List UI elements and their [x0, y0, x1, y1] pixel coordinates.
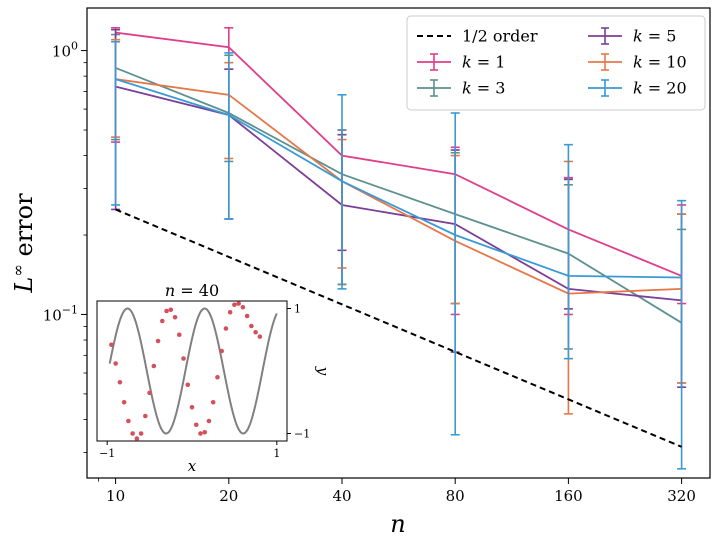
- y-tick-label: 10−1: [43, 303, 78, 324]
- inset-data-point: [147, 390, 152, 396]
- legend-entry-reference: 1/2 order: [417, 27, 538, 46]
- inset-data-point: [210, 399, 216, 405]
- inset-title: n = 40: [165, 281, 219, 300]
- inset-data-point: [253, 329, 258, 335]
- inset-plot: n = 40 x y −1 1 1 −1: [96, 281, 332, 475]
- series-line: [115, 85, 682, 302]
- inset-data-point: [249, 323, 254, 329]
- inset-data-point: [134, 436, 140, 441]
- inset-data-point: [109, 342, 114, 348]
- inset-data-point: [113, 361, 118, 366]
- inset-data-point: [227, 309, 233, 315]
- x-tick-label: 40: [332, 487, 351, 505]
- series-line: [115, 78, 682, 279]
- inset-data-point: [155, 338, 161, 344]
- y-tick-label: 100: [52, 40, 78, 61]
- inset-data-point: [202, 429, 208, 435]
- legend-label: k = 20: [633, 79, 687, 98]
- inset-y-tick-label: 1: [294, 303, 301, 316]
- x-tick-label: 20: [219, 487, 238, 505]
- legend-entry-k-1: k = 1: [417, 53, 505, 72]
- x-tick-label: 160: [554, 487, 583, 505]
- inset-data-point: [117, 379, 123, 385]
- reference-half-order-line: [115, 208, 682, 448]
- x-axis-label: n: [390, 510, 405, 538]
- legend-label: 1/2 order: [462, 27, 538, 46]
- x-tick-label: 320: [667, 487, 696, 505]
- inset-data-point: [138, 431, 144, 436]
- legend-entry-k-3: k = 3: [417, 79, 505, 98]
- inset-x-tick-label: 1: [273, 447, 280, 460]
- inset-data-point: [121, 399, 127, 405]
- legend-entry-k-20: k = 20: [588, 79, 687, 98]
- inset-data-point: [236, 301, 241, 306]
- x-tick-label: 80: [446, 487, 465, 505]
- legend-label: k = 5: [633, 27, 676, 46]
- legend-entry-k-10: k = 10: [588, 53, 687, 72]
- inset-data-point: [198, 431, 203, 436]
- legend: 1/2 order k = 1 k = 3 k = 5 k = 10 k = 20: [406, 15, 706, 111]
- inset-data-point: [168, 307, 174, 313]
- series-line: [115, 67, 683, 324]
- series-line: [115, 31, 682, 277]
- inset-x-label: x: [188, 457, 197, 475]
- inset-data-point: [130, 431, 135, 436]
- inset-x-tick-label: −1: [99, 447, 115, 460]
- inset-data-point: [232, 302, 237, 308]
- inset-data-point: [206, 418, 212, 424]
- y-axis-label: L∞ error: [9, 193, 38, 294]
- inset-data-point: [189, 404, 195, 410]
- main-axis-ticks: 10 20 40 80 160 320 10−1 100: [43, 40, 696, 505]
- inset-data-point: [143, 413, 148, 419]
- inset-data-point: [244, 313, 250, 319]
- inset-data-point: [181, 356, 186, 361]
- legend-label: k = 1: [462, 53, 505, 72]
- inset-data-point: [151, 363, 157, 369]
- main-plot-frame: [86, 7, 711, 479]
- inset-data-point: [257, 334, 263, 339]
- series-line: [115, 78, 682, 295]
- inset-data-point: [240, 304, 246, 310]
- legend-label: k = 3: [462, 79, 505, 98]
- inset-y-tick-label: −1: [294, 428, 310, 441]
- series-k-20: [111, 40, 687, 470]
- x-tick-label: 10: [106, 487, 125, 505]
- legend-box: [406, 15, 706, 111]
- legend-label: k = 10: [633, 53, 687, 72]
- inset-data-point: [193, 422, 199, 428]
- inset-data-point: [215, 374, 220, 380]
- inset-data-point: [126, 418, 131, 424]
- inset-background: [97, 301, 287, 441]
- inset-data-point: [164, 308, 169, 314]
- inset-data-point: [185, 382, 191, 388]
- inset-y-label: y: [314, 366, 332, 376]
- inset-data-point: [219, 348, 224, 354]
- legend-entry-k-5: k = 5: [588, 27, 676, 46]
- inset-frame: [96, 300, 288, 442]
- inset-data-point: [223, 326, 229, 331]
- inset-data-point: [176, 332, 182, 338]
- inset-data-point: [160, 318, 165, 324]
- inset-true-curve: [108, 307, 278, 435]
- main-series-group: [111, 26, 687, 470]
- inset-data-point: [172, 314, 178, 320]
